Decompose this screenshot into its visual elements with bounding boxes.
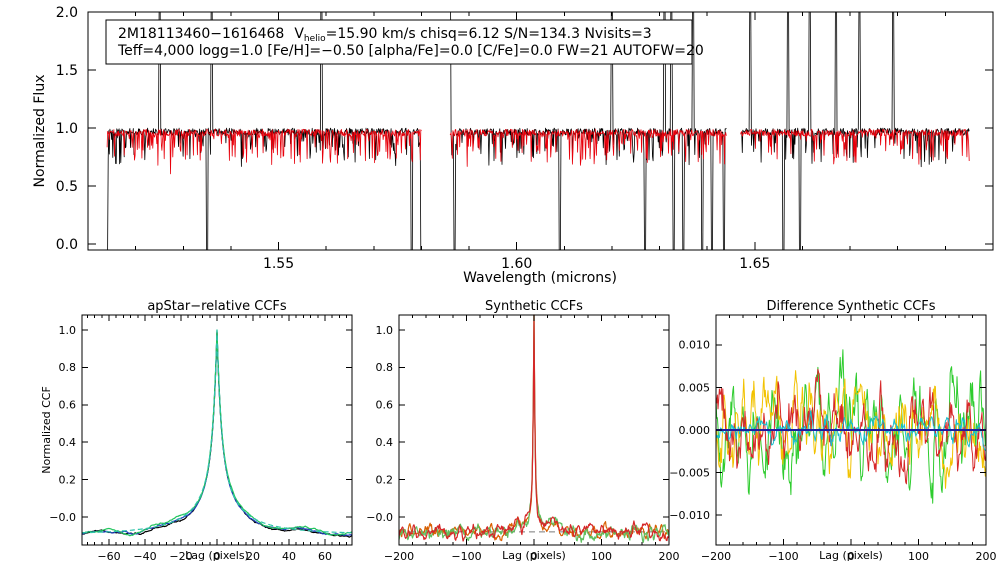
x-tick-label: −100 — [451, 550, 481, 563]
apstar-ccf-dashed-line — [81, 329, 353, 534]
synthetic-ccf-series — [398, 314, 670, 543]
difference-ccf-diff-2-line — [715, 370, 987, 489]
synthetic-ccf-title: Synthetic CCFs — [485, 299, 583, 314]
x-tick-label: −40 — [133, 550, 156, 563]
x-tick-label: 100 — [591, 550, 612, 563]
y-tick-label: 0.0 — [56, 237, 78, 253]
y-tick-label: 1.0 — [376, 324, 394, 337]
y-tick-label: −0.0 — [49, 511, 76, 524]
difference-ccf-x-label: Lag (pixels) — [819, 549, 883, 562]
apstar-ccf-title: apStar−relative CCFs — [147, 299, 287, 314]
y-tick-label: 0.2 — [59, 473, 77, 486]
difference-ccf-title: Difference Synthetic CCFs — [766, 299, 935, 314]
info-line-1-rest: =15.90 km/s chisq=6.12 S/N=134.3 Nvisits… — [326, 26, 652, 42]
y-tick-label: 0.000 — [679, 424, 711, 437]
spectrum-frame — [87, 11, 994, 251]
x-tick-label: 0 — [214, 550, 221, 563]
apstar-ccf-visit-3-line — [81, 329, 353, 537]
info-line-2: Teff=4,000 logg=1.0 [Fe/H]=−0.50 [alpha/… — [117, 43, 704, 59]
apstar-ccf-series — [81, 329, 353, 538]
y-tick-label: 1.5 — [56, 63, 78, 79]
x-tick-label: 200 — [659, 550, 680, 563]
spectrum-series — [106, 11, 970, 251]
apstar-ccf-ticks: −60 −40 −20 0 20 40 60 −0.0 0.2 0.4 0.6 0.8 1.0 — [49, 315, 352, 563]
x-tick-label: 0 — [848, 550, 855, 563]
apstar-ccf-x-label: Lag (pixels) — [185, 549, 249, 562]
y-tick-label: −0.010 — [669, 509, 710, 522]
y-tick-label: 0.010 — [679, 339, 711, 352]
x-tick-label: 0 — [531, 550, 538, 563]
y-tick-label: 0.6 — [59, 399, 77, 412]
y-tick-label: 1.0 — [56, 121, 78, 137]
apstar-ccf-visit-1-line — [81, 331, 353, 538]
x-tick-label: −200 — [384, 550, 414, 563]
apstar-ccf-visit-2-line — [81, 331, 353, 536]
y-tick-label: 0.4 — [59, 436, 77, 449]
x-tick-label: 1.60 — [501, 256, 532, 272]
x-tick-label: 1.65 — [739, 256, 770, 272]
synthetic-ccf-visit-3-line — [398, 314, 670, 542]
synthetic-ccf-panel: Synthetic CCFs −200 −100 0 100 200 −0.0 0.2 0.4… — [366, 299, 679, 563]
difference-ccf-panel: Difference Synthetic CCFs −200 −100 0 100 20… — [669, 299, 996, 563]
y-tick-label: 2.0 — [56, 5, 78, 21]
x-tick-label: −100 — [768, 550, 798, 563]
y-tick-label: 0.4 — [376, 436, 394, 449]
difference-ccf-ticks: −200 −100 0 100 200 −0.010 −0.005 0.000 0.005 0.0… — [669, 315, 997, 563]
apstar-ccf-panel: apStar−relative CCFs −60 −40 −20 0 20 40 60 −0.… — [40, 299, 353, 563]
y-tick-label: 0.5 — [56, 179, 78, 195]
info-box: 2M18113460−1616468 Vhelio=15.90 km/s chis… — [105, 19, 704, 65]
spectrum-panel: 1.55 1.60 1.65 0.0 0.5 1.0 1.5 2.0 2M18113460−1… — [32, 5, 994, 286]
y-tick-label: 0.8 — [376, 361, 394, 374]
spectrum-x-label: Wavelength (microns) — [463, 270, 617, 286]
y-tick-label: 0.005 — [679, 381, 711, 394]
spectrum-ticks: 1.55 1.60 1.65 0.0 0.5 1.0 1.5 2.0 — [56, 5, 993, 272]
difference-ccf-diff-3-line — [715, 368, 987, 485]
x-tick-label: 60 — [318, 550, 332, 563]
info-line-1: 2M18113460−1616468 Vhelio=15.90 km/s chis… — [118, 26, 652, 44]
spectrum-y-label: Normalized Flux — [32, 75, 48, 188]
x-tick-label: −60 — [97, 550, 120, 563]
x-tick-label: 1.55 — [263, 256, 294, 272]
info-v-subscript: helio — [304, 34, 326, 44]
info-v-symbol: V — [294, 26, 304, 42]
apstar-ccf-y-label: Normalized CCF — [40, 386, 53, 474]
x-tick-label: −200 — [701, 550, 731, 563]
x-tick-label: −20 — [169, 550, 192, 563]
x-tick-label: 40 — [282, 550, 296, 563]
difference-ccf-diff-4-line — [715, 410, 987, 452]
synthetic-ccf-ticks: −200 −100 0 100 200 −0.0 0.2 0.4 0.6 0.8 1.0 — [366, 315, 680, 563]
y-tick-label: 1.0 — [59, 324, 77, 337]
difference-ccf-series — [715, 349, 987, 504]
synthetic-ccf-x-label: Lag (pixels) — [502, 549, 566, 562]
y-tick-label: 0.8 — [59, 361, 77, 374]
y-tick-label: 0.2 — [376, 473, 394, 486]
y-tick-label: −0.005 — [669, 466, 710, 479]
y-tick-label: −0.0 — [366, 511, 393, 524]
info-box-frame — [105, 19, 693, 65]
difference-ccf-diff-1-line — [715, 349, 987, 504]
x-tick-label: 20 — [246, 550, 260, 563]
x-tick-label: 100 — [908, 550, 929, 563]
info-star-id: 2M18113460−1616468 — [118, 26, 284, 42]
y-tick-label: 0.6 — [376, 399, 394, 412]
x-tick-label: 200 — [976, 550, 997, 563]
spectrum-model-line — [106, 128, 970, 175]
